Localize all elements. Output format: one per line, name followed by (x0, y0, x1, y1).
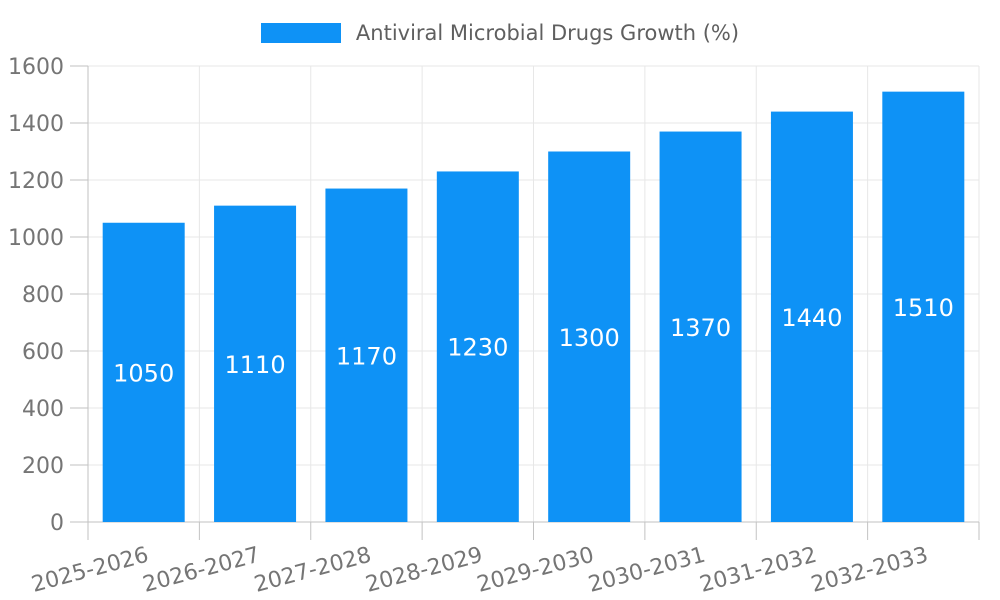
bar-value-label: 1440 (781, 304, 842, 332)
bar-2026-2027[interactable] (214, 205, 297, 522)
bar-value-label: 1110 (225, 351, 286, 379)
bar-value-label: 1510 (893, 294, 954, 322)
x-axis-tick-label: 2030-2031 (586, 543, 708, 598)
bar-2031-2032[interactable] (770, 111, 853, 522)
x-axis-tick-label: 2026-2027 (140, 543, 262, 598)
x-axis-tick-label: 2027-2028 (252, 543, 374, 598)
chart-legend[interactable]: Antiviral Microbial Drugs Growth (%) (0, 16, 1000, 50)
bar-value-label: 1300 (559, 324, 620, 352)
bar-value-label: 1230 (447, 334, 508, 362)
bar-value-label: 1370 (670, 314, 731, 342)
x-axis-tick-label: 2028-2029 (363, 543, 485, 598)
legend-label: Antiviral Microbial Drugs Growth (%) (355, 21, 740, 45)
bar-2027-2028[interactable] (325, 188, 408, 523)
y-axis-tick-label: 1200 (8, 169, 64, 194)
y-axis-tick-label: 1000 (8, 226, 64, 251)
y-axis-tick-label: 600 (22, 340, 64, 365)
y-axis-tick-label: 1600 (8, 55, 64, 80)
x-axis-tick-label: 2032-2033 (809, 543, 931, 598)
bar-2030-2031[interactable] (659, 131, 742, 523)
y-axis-tick-label: 800 (22, 283, 64, 308)
x-axis-tick-label: 2029-2030 (474, 543, 596, 598)
y-axis-tick-label: 0 (50, 511, 64, 536)
y-axis-tick-label: 400 (22, 397, 64, 422)
bar-2029-2030[interactable] (548, 151, 631, 523)
bar-2028-2029[interactable] (436, 171, 519, 522)
legend-swatch (260, 23, 341, 43)
bar-value-label: 1170 (336, 342, 397, 370)
x-axis-tick-label: 2025-2026 (29, 543, 151, 598)
bar-value-label: 1050 (113, 359, 174, 387)
y-axis-tick-label: 200 (22, 454, 64, 479)
bar-2032-2033[interactable] (882, 91, 965, 523)
bar-2025-2026[interactable] (102, 222, 185, 522)
x-axis-tick-label: 2031-2032 (697, 543, 819, 598)
y-axis-tick-label: 1400 (8, 112, 64, 137)
